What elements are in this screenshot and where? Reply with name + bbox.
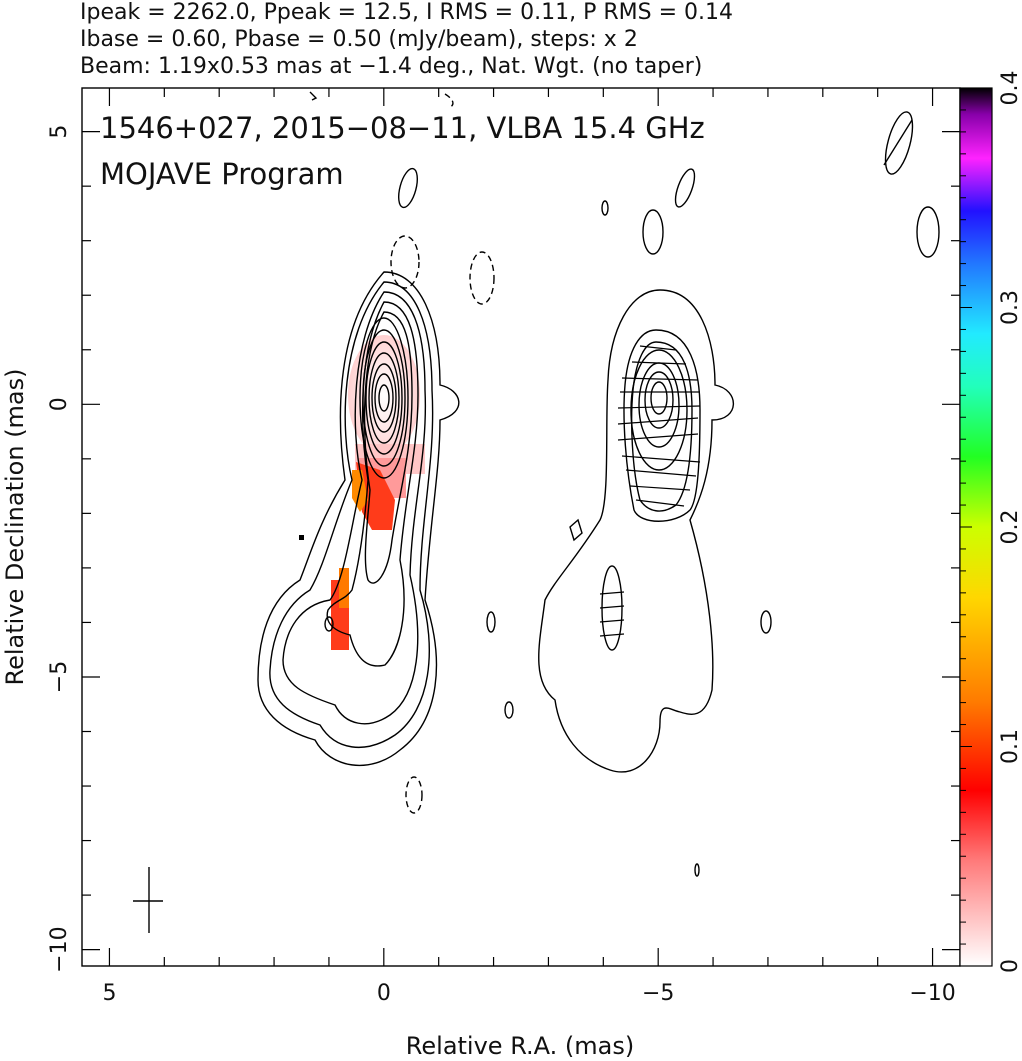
polarized-intensity-contours xyxy=(538,111,940,877)
colorbar-tick-label: 0 xyxy=(998,959,1022,973)
axes: 5 0 −5 −10 5 0 −5 −10 xyxy=(47,88,960,1006)
evpa-stick xyxy=(617,433,699,441)
total-intensity-contours xyxy=(257,91,514,814)
colorbar-ticks: 0 0.1 0.2 0.3 0.4 xyxy=(960,71,1022,973)
contour-8 xyxy=(365,341,403,455)
pol-island-7-stick xyxy=(883,119,913,166)
neg-island-top xyxy=(444,93,454,109)
evpa-stick xyxy=(617,405,701,409)
plot-subtitle: MOJAVE Program xyxy=(100,157,344,191)
pol-island-4 xyxy=(760,610,772,634)
pol-island-1 xyxy=(674,168,696,208)
x-tick-label: 0 xyxy=(377,981,391,1006)
y-axis-label: Relative Declination (mas) xyxy=(1,368,29,685)
pol-island-6 xyxy=(916,206,940,258)
pol-patch-red xyxy=(356,462,395,530)
contour-outer xyxy=(257,271,460,766)
contour-3 xyxy=(282,291,427,725)
contour-5 xyxy=(363,311,413,584)
pol-contour-7 xyxy=(650,381,668,415)
evpa-stick xyxy=(599,591,625,595)
evpa-stick xyxy=(635,499,685,507)
evpa-sticks xyxy=(599,345,701,637)
header-line-2: Ibase = 0.60, Pbase = 0.50 (mJy/beam), s… xyxy=(80,27,638,52)
x-tick-label: −10 xyxy=(909,981,955,1006)
pol-contour-6 xyxy=(644,371,674,429)
plot-frame xyxy=(81,87,961,967)
pol-island-5 xyxy=(694,863,700,877)
pol-patch-lower-orange xyxy=(339,568,349,608)
beam-marker xyxy=(133,867,163,933)
colorbar-tick-label: 0.2 xyxy=(998,510,1022,545)
island-top-1 xyxy=(309,91,318,101)
evpa-stick xyxy=(617,417,699,425)
colorbar-tick-label: 0.1 xyxy=(998,729,1022,764)
evpa-stick xyxy=(629,485,691,491)
evpa-stick xyxy=(621,455,701,463)
evpa-stick xyxy=(625,469,697,477)
pol-island-2 xyxy=(642,209,664,255)
pol-contour-outer xyxy=(538,289,735,773)
y-tick-label: 0 xyxy=(47,397,72,411)
contour-12 xyxy=(378,384,390,412)
evpa-stick xyxy=(599,619,625,623)
plot-title: 1546+027, 2015−08−11, VLBA 15.4 GHz xyxy=(100,111,705,145)
contour-2 xyxy=(269,281,434,749)
pol-contour-3 xyxy=(630,341,693,512)
island-1 xyxy=(397,167,419,209)
y-tick-label: −10 xyxy=(47,926,72,972)
polarization-color-overlay xyxy=(331,335,425,650)
island-2 xyxy=(486,611,496,633)
header-line-1: Ipeak = 2262.0, Ppeak = 12.5, I RMS = 0.… xyxy=(80,0,733,25)
x-tick-label: 5 xyxy=(102,981,116,1006)
header-line-3: Beam: 1.19x0.53 mas at −1.4 deg., Nat. W… xyxy=(80,54,702,79)
colorbar-tick-label: 0.4 xyxy=(998,71,1022,106)
y-tick-label: −5 xyxy=(47,661,72,693)
contour-10 xyxy=(371,363,397,433)
contour-6 xyxy=(359,317,409,479)
neg-island-1 xyxy=(390,235,420,289)
contour-7 xyxy=(362,329,406,467)
pol-island-3 xyxy=(601,200,609,216)
pol-island-7 xyxy=(884,111,914,175)
pol-contour-2 xyxy=(623,329,701,522)
neg-island-3 xyxy=(405,776,423,814)
pol-contour-edge xyxy=(569,518,583,542)
pixel-dot xyxy=(299,535,304,540)
y-tick-label: 5 xyxy=(47,125,72,139)
evpa-stick xyxy=(599,605,625,609)
contour-11 xyxy=(374,373,394,423)
contour-knot xyxy=(324,616,334,632)
contour-9 xyxy=(368,352,400,444)
pol-contour-4 xyxy=(630,349,688,471)
colorbar-tick-label: 0.3 xyxy=(998,290,1022,325)
evpa-stick xyxy=(639,345,677,351)
evpa-stick xyxy=(621,377,699,381)
evpa-stick xyxy=(631,361,687,365)
island-3 xyxy=(504,701,514,719)
x-axis-label: Relative R.A. (mas) xyxy=(406,1032,634,1060)
neg-island-2 xyxy=(469,251,495,305)
x-tick-label: −5 xyxy=(642,981,674,1006)
evpa-stick xyxy=(599,633,625,637)
